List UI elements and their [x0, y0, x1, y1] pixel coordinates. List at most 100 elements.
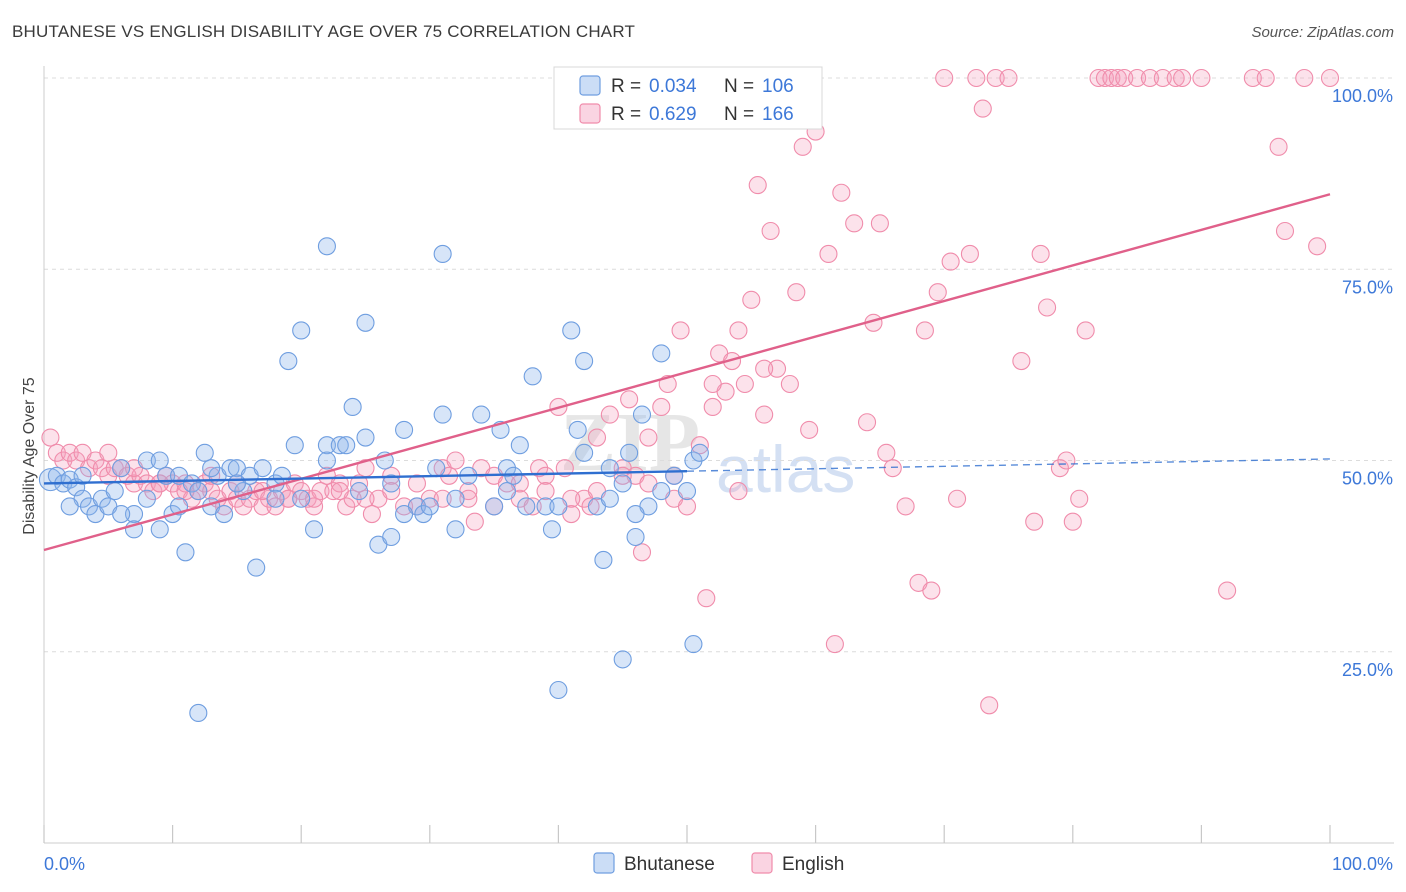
- english-point: [1243, 68, 1262, 88]
- bhutanese-point: [523, 367, 542, 386]
- english-point: [330, 482, 349, 501]
- y-tick-label: 25.0%: [1342, 660, 1393, 680]
- english-point: [935, 68, 954, 88]
- english-point: [305, 489, 324, 508]
- english-point: [536, 466, 555, 485]
- english-point: [703, 397, 722, 417]
- english-point: [986, 68, 1005, 88]
- english-point: [234, 497, 253, 516]
- english-point: [832, 183, 851, 202]
- english-point: [1173, 68, 1192, 88]
- bhutanese-point: [620, 443, 639, 462]
- bhutanese-point: [112, 504, 131, 524]
- english-point: [60, 443, 79, 462]
- english-point: [1012, 351, 1031, 371]
- english-point: [761, 221, 780, 241]
- bhutanese-point: [253, 459, 272, 478]
- english-point: [150, 474, 169, 493]
- english-point: [446, 451, 465, 470]
- english-point: [652, 397, 671, 417]
- english-point: [1275, 221, 1295, 241]
- english-point: [382, 482, 401, 501]
- bhutanese-point: [613, 474, 632, 493]
- bhutanese-point: [317, 451, 336, 470]
- english-point: [1256, 68, 1275, 88]
- legend-label-english: English: [782, 854, 844, 875]
- bhutanese-point: [665, 466, 684, 485]
- bhutanese-point: [652, 482, 671, 501]
- english-point: [144, 482, 163, 501]
- y-tick-label: 50.0%: [1342, 469, 1393, 489]
- english-point: [1063, 512, 1082, 531]
- english-point: [587, 428, 607, 447]
- n-value-1: 106: [762, 76, 794, 97]
- bhutanese-point: [690, 443, 709, 462]
- english-point: [459, 489, 478, 508]
- bhutanese-point: [105, 482, 124, 501]
- bhutanese-point: [337, 436, 356, 455]
- n-label-1: N =: [724, 76, 754, 97]
- english-point: [870, 214, 889, 233]
- bhutanese-point: [575, 351, 594, 371]
- bhutanese-point: [472, 405, 491, 424]
- english-point: [999, 68, 1018, 88]
- bhutanese-point: [382, 527, 401, 547]
- chart-title: BHUTANESE VS ENGLISH DISABILITY AGE OVER…: [12, 22, 636, 41]
- english-point: [1025, 512, 1044, 531]
- y-tick-label: 75.0%: [1342, 277, 1393, 297]
- english-point: [324, 482, 343, 501]
- english-point: [948, 489, 967, 508]
- bhutanese-swatch: [579, 75, 601, 96]
- bhutanese-point: [446, 520, 465, 539]
- english-point: [523, 497, 542, 516]
- english-point: [1153, 68, 1172, 88]
- english-point: [1076, 321, 1095, 340]
- bhutanese-point: [594, 550, 613, 570]
- bhutanese-point: [446, 489, 465, 508]
- bhutanese-point: [510, 436, 529, 455]
- english-point: [1108, 68, 1127, 88]
- english-point: [530, 459, 549, 478]
- bhutanese-point: [137, 451, 156, 470]
- bhutanese-point: [652, 344, 671, 363]
- english-point: [1115, 68, 1134, 88]
- r-label-2: R =: [611, 104, 641, 125]
- bhutanese-point: [356, 313, 375, 332]
- y-tick-label: 100.0%: [1332, 86, 1393, 106]
- bhutanese-point: [285, 436, 304, 455]
- bhutanese-point: [266, 489, 285, 508]
- english-point: [690, 436, 709, 455]
- english-point: [980, 696, 999, 715]
- bhutanese-point: [549, 680, 568, 700]
- bhutanese-point: [73, 466, 92, 485]
- bhutanese-point: [677, 482, 697, 501]
- english-point: [748, 176, 767, 195]
- english-point: [1095, 68, 1114, 88]
- english-point: [857, 413, 877, 432]
- bhutanese-point: [433, 244, 452, 263]
- english-point: [915, 321, 934, 340]
- english-point: [883, 459, 902, 478]
- n-label-2: N =: [724, 104, 754, 125]
- english-point: [703, 374, 722, 394]
- english-point: [1057, 451, 1076, 470]
- english-point: [395, 497, 414, 516]
- bhutanese-point: [562, 321, 581, 340]
- bhutanese-point: [195, 443, 214, 462]
- bhutanese-point: [137, 489, 156, 508]
- bhutanese-point: [485, 497, 504, 516]
- english-point: [536, 482, 555, 501]
- bhutanese-point: [632, 405, 652, 424]
- english-point: [350, 474, 369, 493]
- bhutanese-point: [420, 497, 439, 516]
- x-tick-label-min: 0.0%: [44, 854, 85, 874]
- bhutanese-point: [382, 474, 401, 493]
- y-axis-label: Disability Age Over 75: [21, 377, 38, 535]
- english-point: [1070, 489, 1089, 508]
- english-point: [941, 252, 960, 271]
- english-point: [54, 451, 73, 470]
- english-point: [877, 443, 896, 462]
- english-point: [407, 474, 426, 493]
- english-point: [362, 504, 381, 524]
- english-point: [677, 497, 697, 516]
